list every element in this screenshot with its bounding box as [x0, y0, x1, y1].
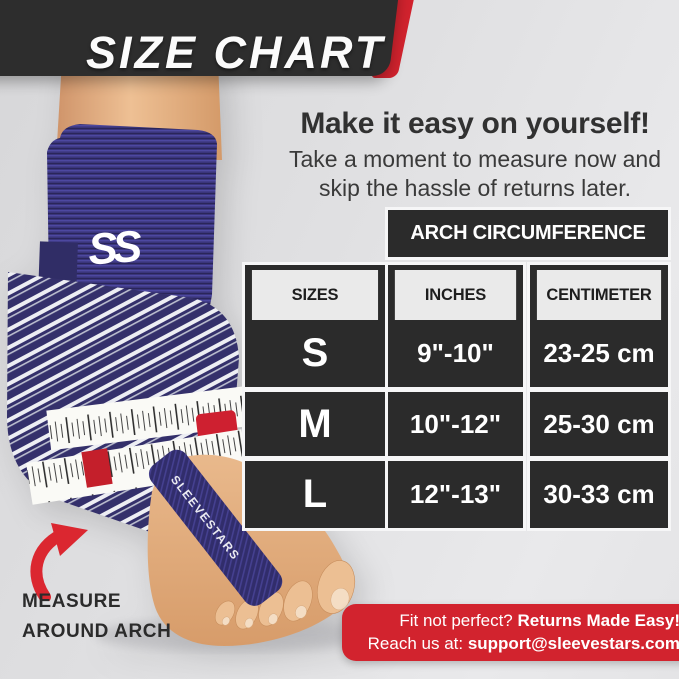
intro-block: Make it easy on yourself! Take a moment … — [279, 107, 671, 203]
returns-line: Fit not perfect? Returns Made Easy! — [399, 611, 679, 631]
measuring-tape — [26, 384, 262, 505]
size-l-cell: L — [245, 461, 385, 528]
inches-label: INCHES — [394, 270, 517, 320]
intro-heading: Make it easy on yourself! — [300, 107, 650, 140]
size-s-inches-cell: 9"-10" — [417, 337, 494, 368]
measure-around-arch-label: MEASURE AROUND ARCH — [22, 591, 172, 643]
sizes-label: SIZES — [251, 270, 379, 320]
toenails — [221, 587, 350, 629]
inches-column-header: INCHES 9"-10" — [388, 265, 523, 387]
size-l-inches-cell: 12"-13" — [388, 461, 523, 528]
size-l-cm-cell: 30-33 cm — [530, 461, 668, 528]
intro-subtext: Take a moment to measure now and skip th… — [288, 146, 662, 202]
size-s-cell: S — [301, 330, 329, 375]
support-email: support@sleevestars.com — [467, 633, 679, 653]
size-m-cell: M — [245, 392, 385, 456]
centimeter-column-header: CENTIMETER 23-25 cm — [530, 265, 668, 387]
tape-red-end — [81, 448, 113, 488]
ss-logo: SS — [87, 222, 144, 275]
centimeter-label: CENTIMETER — [536, 270, 662, 320]
returns-contact-bar: Fit not perfect? Returns Made Easy! Reac… — [342, 604, 679, 661]
sizes-column-header: SIZES S — [245, 265, 385, 387]
page-title: SIZE CHART — [86, 27, 386, 78]
measure-arrow-icon — [30, 523, 88, 601]
support-email-line: Reach us at: support@sleevestars.com — [367, 633, 679, 653]
arch-circumference-header: ARCH CIRCUMFERENCE — [388, 210, 668, 257]
size-m-cm-cell: 25-30 cm — [530, 392, 668, 456]
size-m-inches-cell: 10"-12" — [388, 392, 523, 456]
size-s-cm-cell: 23-25 cm — [543, 337, 655, 368]
